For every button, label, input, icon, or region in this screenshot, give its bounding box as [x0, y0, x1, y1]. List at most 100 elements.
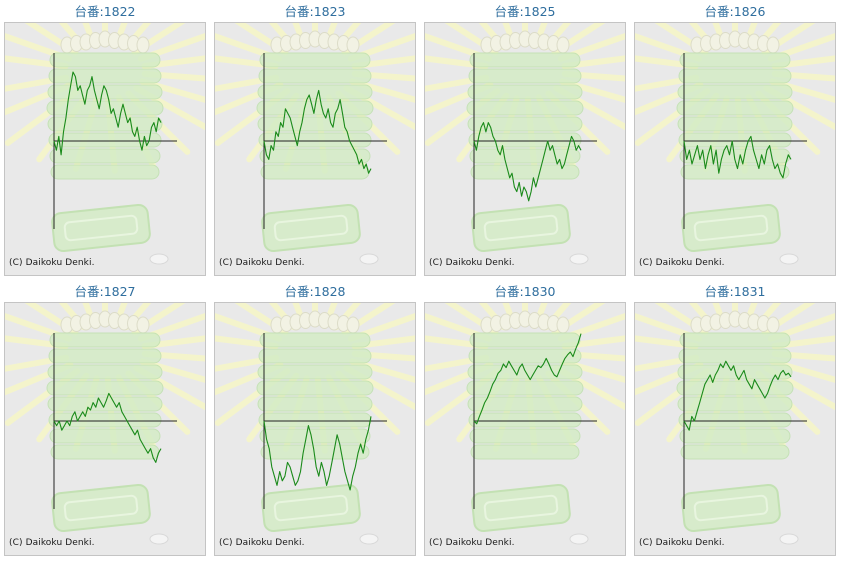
decor-background [425, 303, 625, 545]
decor-ray [425, 74, 490, 92]
decor-tray [468, 412, 582, 428]
decor-background [635, 23, 835, 265]
decor-coin-small [149, 253, 169, 265]
decor-tray [467, 116, 583, 132]
decor-tray [258, 412, 372, 428]
chart-title[interactable]: 台番:1825 [494, 4, 556, 19]
decor-tray [259, 148, 371, 164]
chart-frame: (C) Daikoku Denki. [634, 302, 836, 556]
chart-frame: (C) Daikoku Denki. [214, 302, 416, 556]
decor-tray [468, 68, 582, 84]
decor-tray-bottom [471, 483, 571, 533]
series-line [263, 416, 372, 491]
decor-tray [257, 396, 373, 412]
decor-coin [346, 316, 360, 334]
decor-tray [680, 444, 790, 460]
decor-background [425, 23, 625, 265]
decor-tray [259, 332, 371, 348]
decor-coin-small [359, 533, 379, 545]
decor-tray [49, 332, 161, 348]
decor-ray [215, 335, 279, 350]
decor-tray [466, 380, 584, 396]
decor-tray [469, 332, 581, 348]
decor-coin-small [779, 253, 799, 265]
chart-panel: 台番:1826 (C) Daikoku Denki. [634, 2, 836, 277]
decor-ray [635, 335, 699, 350]
decor-ray [351, 335, 415, 350]
decor-tray [48, 348, 162, 364]
decor-tray [677, 396, 793, 412]
decor-ray [215, 55, 279, 70]
decor-tray [470, 164, 580, 180]
decor-ray [215, 88, 291, 146]
decor-tray [678, 68, 792, 84]
decor-ray [712, 23, 727, 48]
copyright-text: (C) Daikoku Denki. [429, 538, 515, 548]
decor-tray [48, 68, 162, 84]
decor-tray-inner [693, 214, 769, 242]
decor-tray-bottom [681, 483, 781, 533]
decor-coin [766, 316, 780, 334]
copyright-text: (C) Daikoku Denki. [639, 258, 725, 268]
chart-title[interactable]: 台番:1823 [284, 4, 346, 19]
chart-title[interactable]: 台番:1822 [74, 4, 136, 19]
decor-ray [113, 23, 128, 48]
chart-panel: 台番:1831 (C) Daikoku Denki. [634, 282, 836, 557]
decor-ray [743, 303, 758, 328]
decor-tray-bottom [261, 483, 361, 533]
chart-title[interactable]: 台番:1831 [704, 284, 766, 299]
decor-tray-bottom [471, 203, 571, 253]
decor-ray [771, 335, 835, 350]
decor-tray [49, 52, 161, 68]
decor-ray [113, 303, 128, 328]
decor-ray [743, 23, 758, 48]
decor-tray-bottom [681, 203, 781, 253]
decor-ray [351, 55, 415, 70]
decor-tray-bottom [51, 483, 151, 533]
decor-ray [561, 335, 625, 350]
decor-ray [561, 55, 625, 70]
decor-tray [256, 380, 374, 396]
chart-title[interactable]: 台番:1830 [494, 284, 556, 299]
chart-title[interactable]: 台番:1827 [74, 284, 136, 299]
decor-ray [533, 23, 548, 48]
decor-tray [678, 412, 792, 428]
copyright-text: (C) Daikoku Denki. [639, 538, 725, 548]
decor-tray [48, 412, 162, 428]
decor-tray [259, 52, 371, 68]
decor-tray-inner [273, 214, 349, 242]
decor-coin [766, 36, 780, 54]
copyright-text: (C) Daikoku Denki. [9, 258, 95, 268]
decor-ray [635, 368, 711, 426]
decor-tray [679, 428, 791, 444]
decor-coin-small [569, 533, 589, 545]
decor-tray [468, 132, 582, 148]
decor-tray [47, 84, 163, 100]
decor-ray [425, 354, 490, 372]
decor-tray-bottom [261, 203, 361, 253]
decor-ray [292, 23, 307, 48]
decor-tray [257, 364, 373, 380]
decor-ray [5, 368, 81, 426]
decor-ray [502, 303, 517, 328]
decor-ray [215, 368, 291, 426]
decor-ray [323, 303, 338, 328]
series-line [683, 360, 792, 431]
decor-ray [771, 55, 835, 70]
decor-tray [258, 132, 372, 148]
decor-ray [5, 335, 69, 350]
chart-panel: 台番:1827 (C) Daikoku Denki. [4, 282, 206, 557]
chart-panel: 台番:1822 (C) Daikoku Denki. [4, 2, 206, 277]
series-line [263, 89, 372, 174]
chart-title[interactable]: 台番:1828 [284, 284, 346, 299]
decor-tray [49, 428, 161, 444]
chart-frame: (C) Daikoku Denki. [424, 22, 626, 276]
decor-background [5, 303, 205, 545]
chart-title[interactable]: 台番:1826 [704, 4, 766, 19]
chart-panel: 台番:1825 (C) Daikoku Denki. [424, 2, 626, 277]
decor-tray [470, 444, 580, 460]
decor-tray [467, 396, 583, 412]
decor-background [215, 303, 415, 545]
decor-tray-inner [273, 494, 349, 522]
decor-coin [346, 36, 360, 54]
